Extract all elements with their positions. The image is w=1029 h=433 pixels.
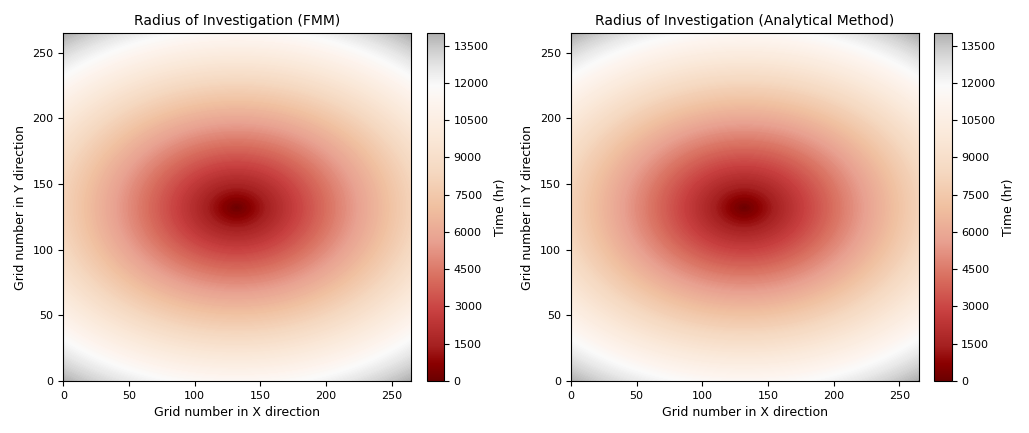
Title: Radius of Investigation (Analytical Method): Radius of Investigation (Analytical Meth…	[596, 14, 894, 28]
Y-axis label: Time (hr): Time (hr)	[1002, 178, 1015, 236]
Y-axis label: Time (hr): Time (hr)	[494, 178, 507, 236]
X-axis label: Grid number in X direction: Grid number in X direction	[662, 406, 828, 419]
Y-axis label: Grid number in Y direction: Grid number in Y direction	[13, 125, 27, 290]
Title: Radius of Investigation (FMM): Radius of Investigation (FMM)	[134, 14, 341, 28]
X-axis label: Grid number in X direction: Grid number in X direction	[154, 406, 320, 419]
Y-axis label: Grid number in Y direction: Grid number in Y direction	[522, 125, 534, 290]
